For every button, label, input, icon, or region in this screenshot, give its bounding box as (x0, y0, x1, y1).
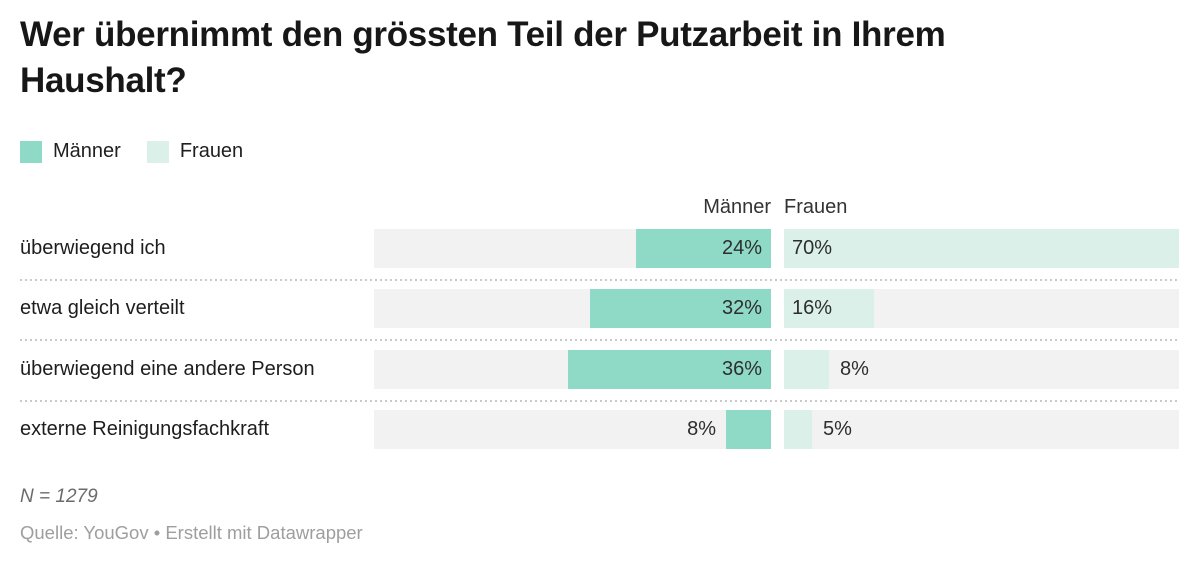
maenner-bar (636, 229, 771, 268)
frauen-value-label: 8% (840, 358, 869, 380)
chart-title: Wer übernimmt den grössten Teil der Putz… (20, 15, 946, 100)
category-label: überwiegend eine andere Person (20, 358, 315, 380)
frauen-track: 5% (784, 410, 1179, 449)
row-separator (20, 279, 1179, 281)
bar-row: externe Reinigungsfachkraft 8% 5% (0, 410, 1200, 449)
column-header-frauen: Frauen (784, 196, 848, 218)
legend-swatch-frauen-icon (146, 140, 169, 163)
legend-item-frauen: Frauen (146, 140, 244, 163)
frauen-value-label: 5% (823, 418, 852, 440)
frauen-track: 70% (784, 229, 1179, 268)
frauen-bar (784, 410, 812, 449)
source-line: Quelle: YouGov • Erstellt mit Datawrappe… (20, 522, 363, 543)
column-header-maenner: Männer (703, 196, 771, 218)
row-separator (20, 400, 1179, 402)
frauen-track: 8% (784, 350, 1179, 389)
legend-label-maenner: Männer (53, 140, 121, 162)
category-label: externe Reinigungsfachkraft (20, 418, 270, 440)
maenner-track: 24% (374, 229, 771, 268)
bar-row: überwiegend eine andere Person 36% 8% (0, 350, 1200, 389)
bar-row: etwa gleich verteilt 32% 16% (0, 289, 1200, 328)
frauen-bar (784, 350, 829, 389)
legend-item-maenner: Männer (20, 140, 121, 163)
frauen-bar (784, 229, 1179, 268)
maenner-track: 32% (374, 289, 771, 328)
legend-label-frauen: Frauen (179, 140, 244, 162)
frauen-value-label: 16% (792, 297, 833, 319)
frauen-value-label: 70% (792, 237, 833, 259)
maenner-value-label: 24% (721, 237, 762, 259)
legend: Männer Frauen (20, 140, 243, 163)
maenner-value-label: 8% (687, 418, 716, 440)
frauen-track: 16% (784, 289, 1179, 328)
category-label: etwa gleich verteilt (20, 297, 185, 319)
maenner-track: 8% (374, 410, 771, 449)
maenner-value-label: 32% (721, 297, 762, 319)
sample-size-note: N = 1279 (20, 486, 98, 507)
frauen-bar (784, 289, 874, 328)
legend-swatch-maenner-icon (20, 140, 42, 163)
bar-row: überwiegend ich 24% 70% (0, 229, 1200, 268)
category-label: überwiegend ich (20, 237, 166, 259)
maenner-bar (568, 350, 771, 389)
maenner-value-label: 36% (721, 358, 762, 380)
maenner-track: 36% (374, 350, 771, 389)
maenner-bar (726, 410, 771, 449)
row-separator (20, 339, 1179, 341)
maenner-bar (590, 289, 771, 328)
